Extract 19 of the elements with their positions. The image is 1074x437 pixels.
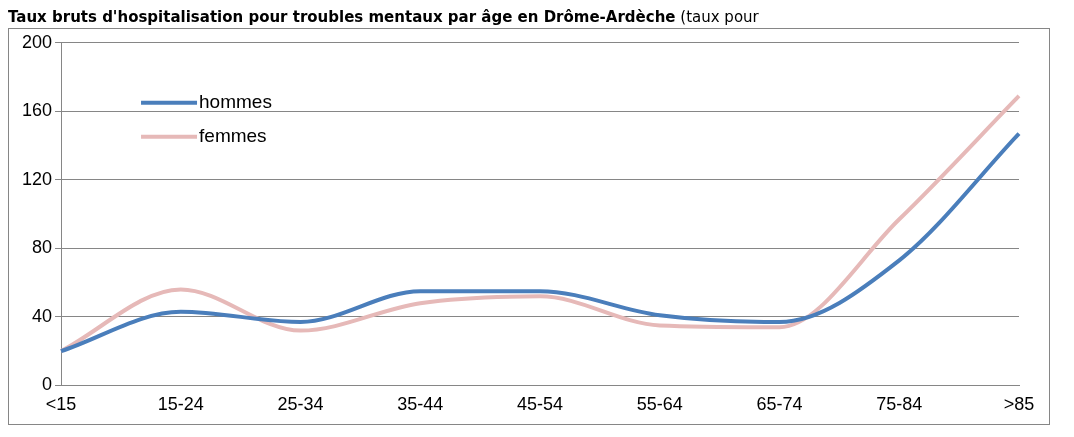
y-tick-label: 200 <box>21 31 53 52</box>
x-tick-label: 25-34 <box>277 394 324 415</box>
chart-subtitle: (taux pour <box>680 8 759 26</box>
legend-label: hommes <box>199 91 272 113</box>
y-tick-label: 40 <box>32 305 53 326</box>
x-tick-label: 65-74 <box>756 394 803 415</box>
y-tick-label: 120 <box>21 168 53 189</box>
x-tick-label: 55-64 <box>636 394 683 415</box>
y-tick-label: 80 <box>32 237 53 258</box>
x-tick-label: >85 <box>1003 394 1035 415</box>
chart-title: Taux bruts d'hospitalisation pour troubles mentaux par âge en Drôme-Ardèche <box>8 8 676 26</box>
y-tick-label: 0 <box>42 374 53 395</box>
x-tick-label: 35-44 <box>397 394 444 415</box>
x-tick-label: 75-84 <box>876 394 923 415</box>
x-tick-label: 45-54 <box>516 394 564 415</box>
legend-label: femmes <box>199 125 267 147</box>
y-tick-label: 160 <box>21 100 53 121</box>
x-tick-label: 15-24 <box>157 394 204 415</box>
x-tick-label: <15 <box>45 394 77 415</box>
